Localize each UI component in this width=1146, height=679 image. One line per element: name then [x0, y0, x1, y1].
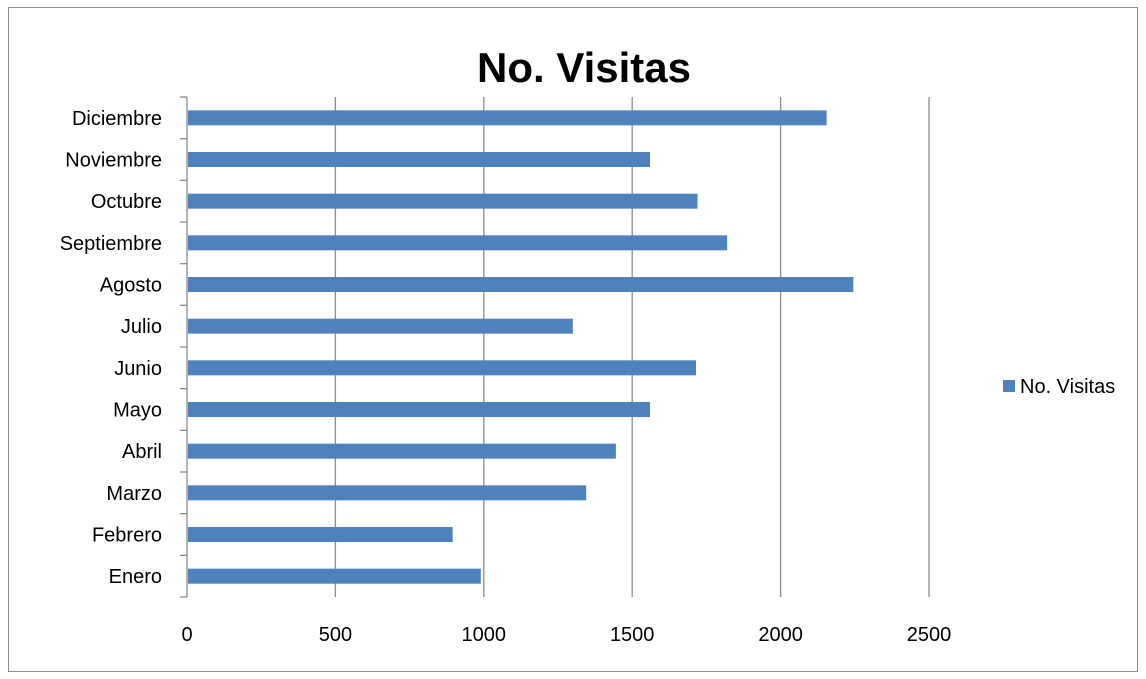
bar-febrero — [188, 527, 453, 542]
bar-marzo — [188, 485, 587, 501]
category-label-enero: Enero — [109, 566, 162, 588]
grid-lines — [334, 97, 930, 597]
bar-abril — [188, 443, 616, 459]
category-label-agosto: Agosto — [100, 275, 162, 297]
category-label-septiembre: Septiembre — [60, 233, 162, 255]
legend: No. Visitas — [1003, 376, 1115, 398]
y-axis — [180, 96, 188, 598]
category-label-junio: Junio — [114, 358, 162, 380]
chart-title: No. Visitas — [477, 44, 691, 91]
bar-noviembre — [188, 152, 651, 167]
category-label-diciembre: Diciembre — [72, 108, 162, 130]
category-label-julio: Julio — [121, 316, 162, 338]
category-label-mayo: Mayo — [113, 400, 162, 422]
category-labels: Enero Febrero Marzo Abril Mayo Junio Julio Agos… — [60, 108, 162, 588]
legend-swatch — [1003, 380, 1015, 392]
x-tick-label-1500: 1500 — [610, 624, 655, 646]
category-label-abril: Abril — [122, 441, 162, 463]
x-tick-labels: 0 500 1000 1500 2000 2500 — [181, 624, 951, 646]
x-tick-label-0: 0 — [181, 624, 192, 646]
category-label-marzo: Marzo — [106, 483, 162, 505]
x-tick-label-500: 500 — [319, 624, 352, 646]
bar-octubre — [188, 193, 698, 209]
bar-diciembre — [188, 110, 827, 126]
bar-mayo — [188, 402, 651, 417]
legend-label: No. Visitas — [1020, 376, 1115, 398]
bar-enero — [188, 568, 481, 584]
bar-septiembre — [188, 235, 728, 251]
category-label-febrero: Febrero — [92, 525, 162, 547]
category-label-octubre: Octubre — [91, 191, 162, 213]
x-tick-label-1000: 1000 — [462, 624, 507, 646]
bar-junio — [188, 360, 697, 376]
x-tick-label-2000: 2000 — [758, 624, 803, 646]
bars — [188, 110, 854, 584]
bar-agosto — [188, 277, 854, 292]
x-tick-label-2500: 2500 — [907, 624, 952, 646]
bar-julio — [188, 318, 573, 334]
category-label-noviembre: Noviembre — [65, 150, 162, 172]
